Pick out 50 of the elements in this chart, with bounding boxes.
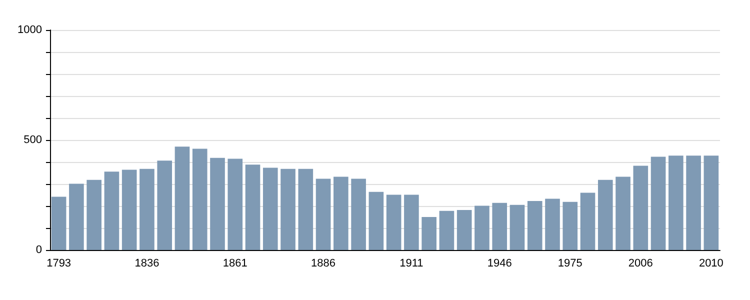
bar [51,196,66,250]
bar [456,210,472,250]
bar [140,168,154,250]
bar [334,176,348,250]
bar [650,156,666,250]
bar [474,206,490,250]
y-tick-label: 0 [36,244,42,256]
x-tick-label: 1861 [222,258,248,270]
bar [386,194,402,250]
x-tick-label: 1946 [487,258,512,270]
bar [104,172,120,250]
bar [298,168,314,250]
x-tick-label: 2006 [628,258,653,270]
bar [633,166,648,250]
bar [668,156,684,250]
bar [192,148,208,250]
x-tick-label: 1975 [558,258,582,270]
bar [598,180,613,250]
bar [492,202,508,250]
bar [527,200,542,250]
bar [422,217,436,250]
x-tick-label: 2010 [698,258,724,270]
bar [368,192,384,250]
x-tick-label: 1886 [311,258,336,270]
x-tick-label: 1911 [400,258,424,270]
bar [122,170,137,250]
bar [439,210,454,250]
x-tick-label: 1793 [46,258,72,270]
bar [228,158,243,250]
bar [580,192,596,250]
bar [562,202,578,250]
y-tick-label: 1000 [18,24,42,36]
bar [210,158,225,250]
bar [510,204,525,250]
bar [157,160,172,250]
bar [86,180,102,250]
bar [316,178,331,250]
bar [616,176,630,250]
y-tick-label: 500 [24,134,42,146]
bar [704,156,719,250]
bar [245,164,260,250]
x-tick-label: 1836 [134,258,160,270]
bar [174,146,190,250]
bar [69,184,84,250]
bar [404,194,419,250]
bar [351,178,366,250]
bar [686,156,701,250]
bar [280,168,296,250]
bar [545,198,560,250]
bar [262,168,278,250]
